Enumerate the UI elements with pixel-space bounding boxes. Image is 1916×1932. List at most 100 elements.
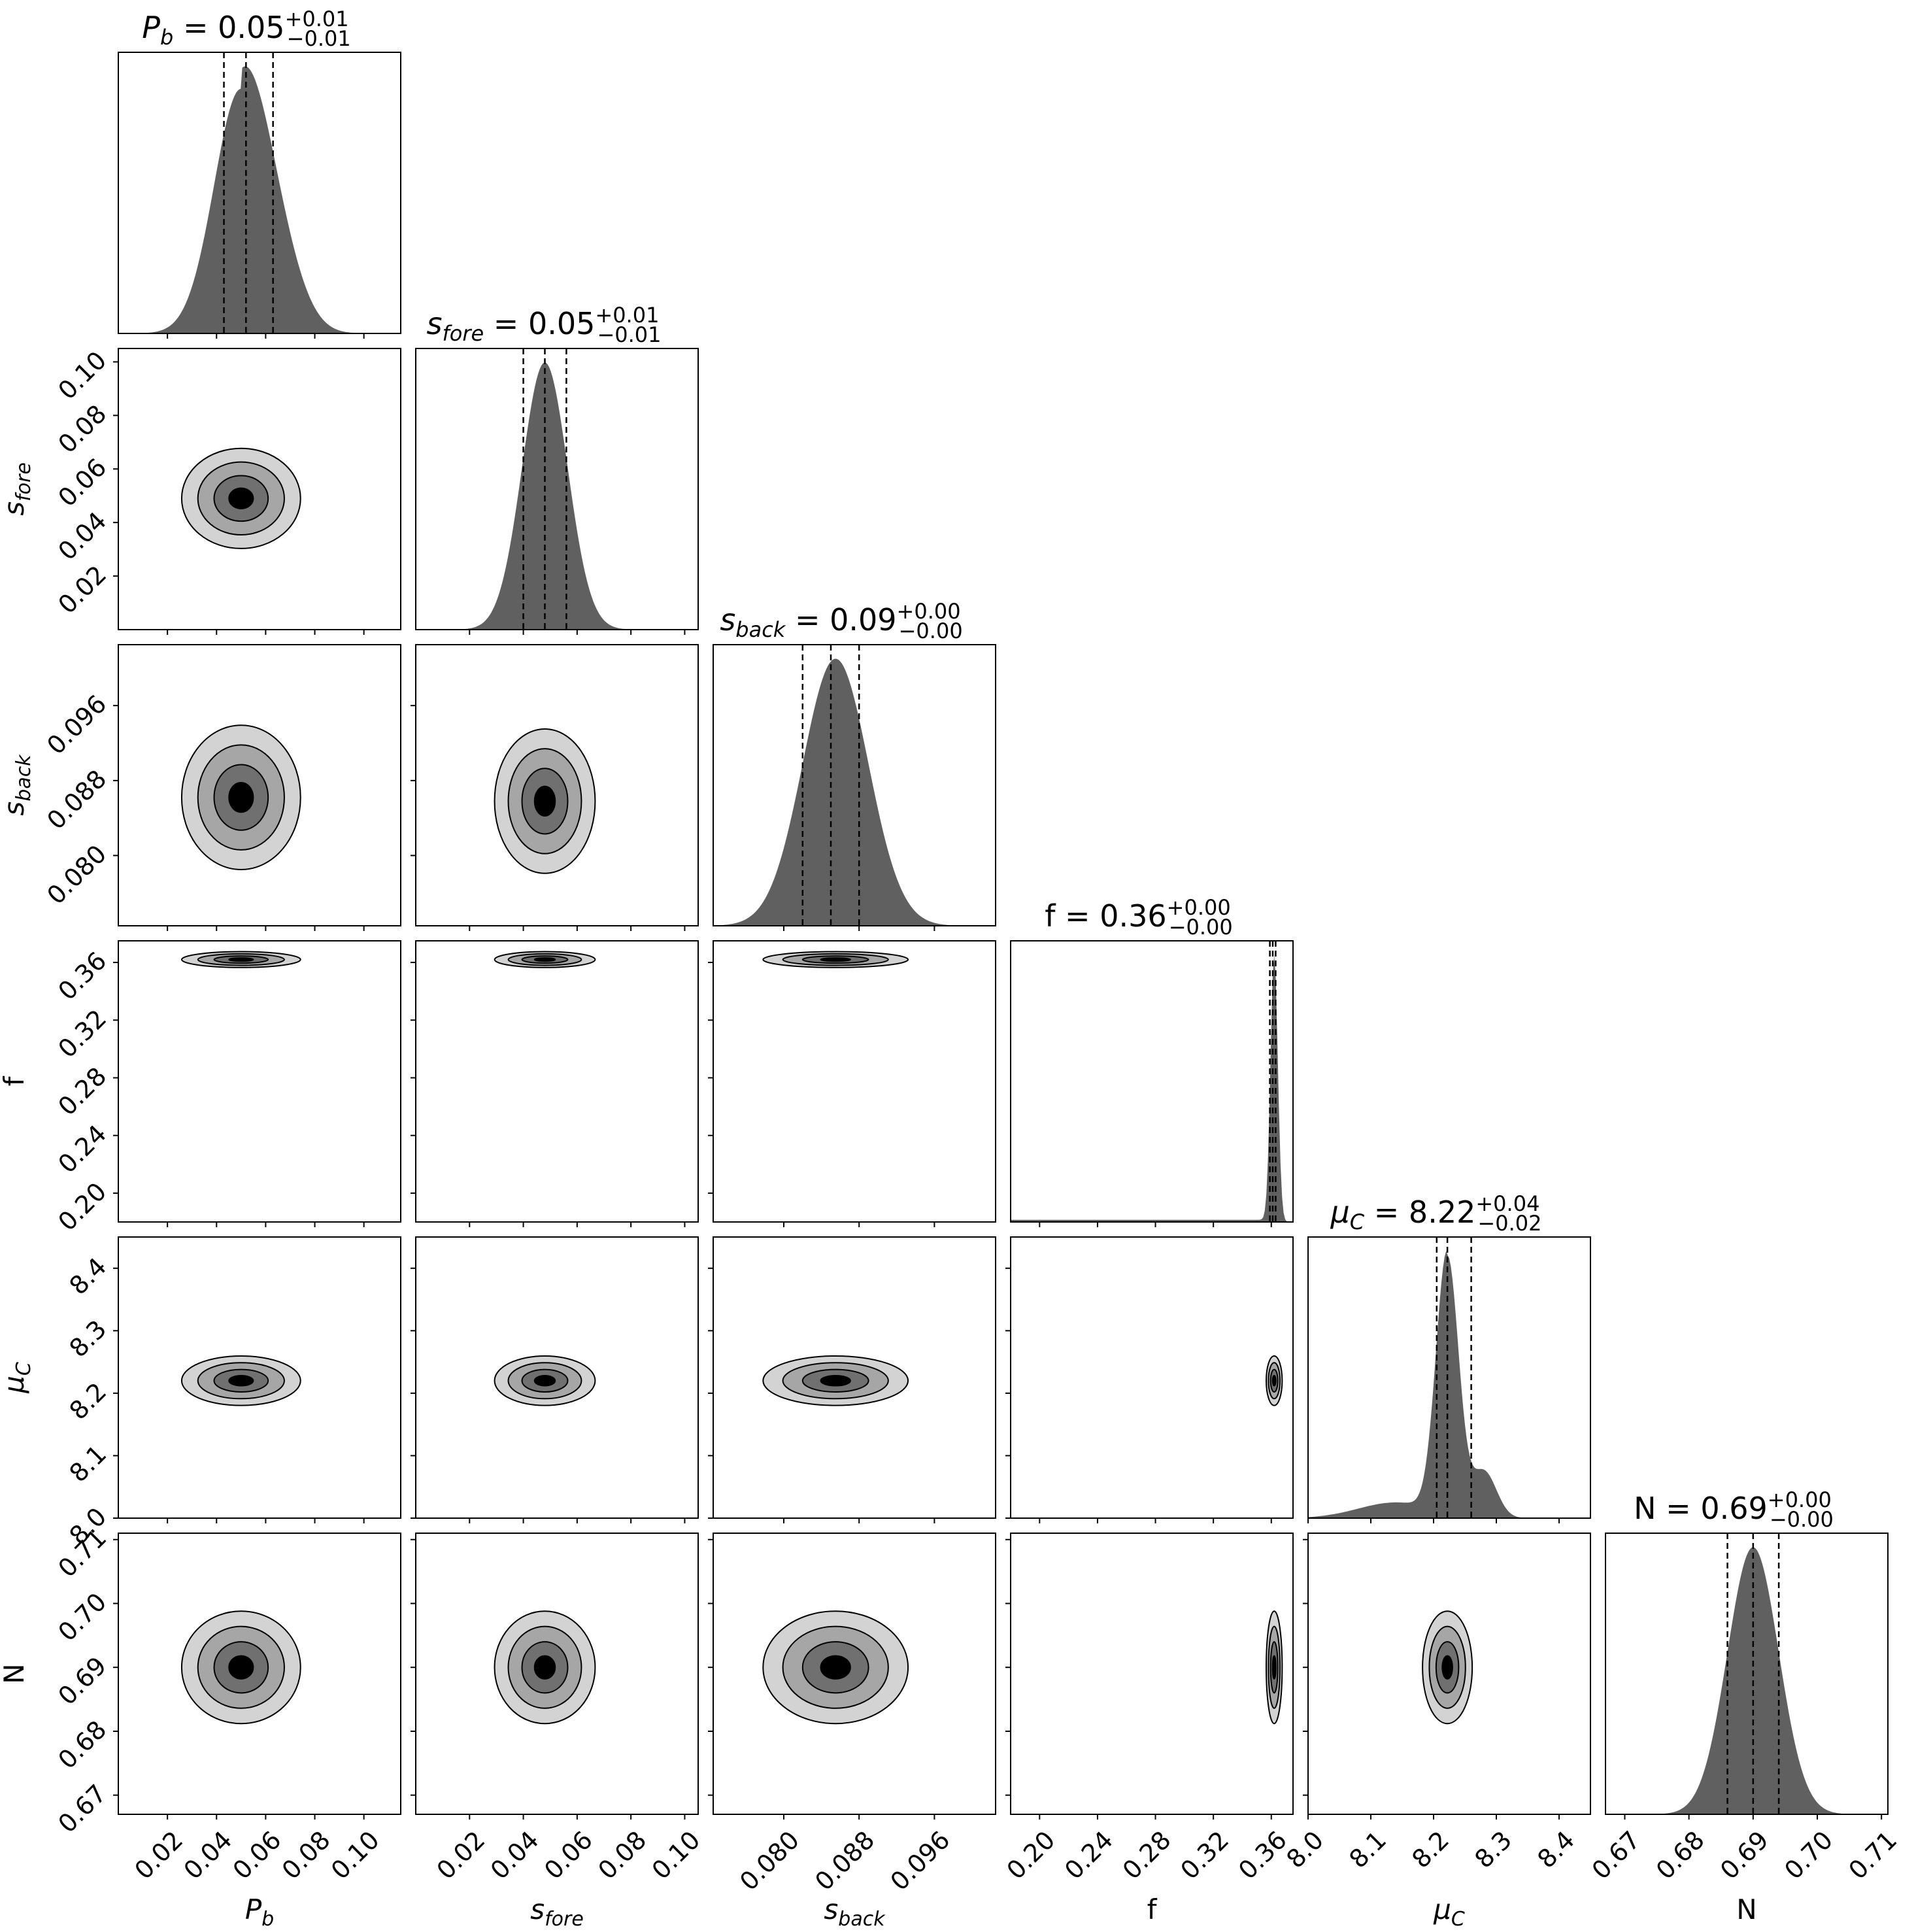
panel-Pb-vs-Pb bbox=[118, 52, 401, 339]
x-axis-label-muC: μC bbox=[1433, 1893, 1465, 1931]
x-tick-label-sfore: 0.06 bbox=[539, 1825, 598, 1885]
panel-f-vs-sback bbox=[708, 940, 996, 1227]
title-Pb: Pb = 0.05+0.01 −0.01 bbox=[142, 7, 350, 51]
x-tick-label-sback: 0.080 bbox=[734, 1825, 805, 1896]
panel-f-vs-sfore bbox=[411, 940, 699, 1227]
panel-frame bbox=[415, 644, 699, 926]
panel-frame bbox=[415, 1236, 699, 1519]
panel-frame bbox=[118, 52, 401, 334]
panel-muC-vs-sfore bbox=[411, 1236, 699, 1523]
x-axis-label-sfore: sfore bbox=[530, 1893, 584, 1931]
panel-frame bbox=[1010, 1533, 1294, 1815]
x-axis-label-f: f bbox=[1147, 1893, 1158, 1925]
panel-sback-vs-sback bbox=[713, 644, 996, 931]
panel-f-vs-f bbox=[1010, 940, 1294, 1227]
y-tick-label-N: 0.69 bbox=[52, 1651, 112, 1710]
x-tick-label-f: 0.32 bbox=[1175, 1825, 1234, 1885]
contour-level-3 bbox=[228, 957, 254, 962]
x-tick-label-N: 0.70 bbox=[1779, 1825, 1838, 1885]
title-muC: μC = 8.22+0.04 −0.02 bbox=[1330, 1191, 1542, 1236]
x-tick-label-Pb: 0.02 bbox=[129, 1825, 188, 1885]
panel-sfore-vs-Pb bbox=[113, 348, 401, 635]
x-tick-label-f: 0.20 bbox=[1001, 1825, 1061, 1885]
panel-frame bbox=[1307, 1533, 1591, 1815]
panel-frame bbox=[1010, 940, 1294, 1223]
contour-level-3 bbox=[228, 1655, 254, 1680]
panel-frame bbox=[118, 1533, 401, 1815]
y-tick-label-N: 0.70 bbox=[52, 1587, 112, 1647]
y-tick-label-N: 0.67 bbox=[52, 1779, 112, 1839]
panel-frame bbox=[713, 940, 996, 1223]
contour-level-3 bbox=[820, 1375, 851, 1387]
panel-N-vs-muC bbox=[1303, 1533, 1591, 1820]
y-axis-label-sfore: sfore bbox=[0, 462, 35, 516]
y-tick-label-sfore: 0.10 bbox=[52, 346, 112, 405]
contour-level-3 bbox=[1271, 1375, 1277, 1387]
panel-frame bbox=[415, 940, 699, 1223]
x-axis-label-Pb: Pb bbox=[245, 1893, 274, 1931]
y-tick-label-f: 0.32 bbox=[52, 1004, 112, 1064]
y-tick-label-sback: 0.096 bbox=[41, 689, 112, 760]
x-tick-label-N: 0.71 bbox=[1843, 1825, 1902, 1885]
panel-muC-vs-f bbox=[1005, 1236, 1294, 1523]
panel-muC-vs-sback bbox=[708, 1236, 996, 1523]
y-tick-label-sback: 0.088 bbox=[41, 764, 112, 835]
contour-level-3 bbox=[533, 1655, 556, 1680]
panel-muC-vs-muC bbox=[1307, 1236, 1591, 1523]
panel-f-vs-Pb bbox=[113, 940, 401, 1227]
contour-level-3 bbox=[228, 782, 254, 813]
panel-N-vs-Pb bbox=[113, 1533, 401, 1820]
x-tick-label-Pb: 0.10 bbox=[326, 1825, 385, 1885]
title-sback: sback = 0.09+0.00 −0.00 bbox=[720, 599, 962, 643]
panel-sfore-vs-sfore bbox=[415, 348, 699, 635]
panel-N-vs-f bbox=[1005, 1533, 1294, 1820]
x-tick-label-Pb: 0.04 bbox=[178, 1825, 237, 1885]
y-tick-label-muC: 8.3 bbox=[64, 1315, 112, 1363]
marginal-hist-N bbox=[1605, 1547, 1888, 1814]
panel-sback-vs-sfore bbox=[411, 644, 699, 931]
x-axis-label-N: N bbox=[1736, 1893, 1756, 1925]
x-tick-label-Pb: 0.06 bbox=[227, 1825, 287, 1885]
y-tick-label-sback: 0.080 bbox=[41, 839, 112, 910]
y-tick-label-N: 0.68 bbox=[52, 1715, 112, 1774]
x-tick-label-N: 0.69 bbox=[1715, 1825, 1774, 1885]
panel-N-vs-sback bbox=[708, 1533, 996, 1820]
contour-level-3 bbox=[533, 957, 556, 962]
y-tick-label-muC: 8.2 bbox=[64, 1377, 112, 1425]
contour-level-3 bbox=[533, 785, 556, 817]
contour-level-3 bbox=[533, 1375, 556, 1387]
title-sfore: sfore = 0.05+0.01 −0.01 bbox=[427, 303, 662, 347]
y-axis-label-N: N bbox=[0, 1663, 30, 1684]
marginal-hist-Pb bbox=[118, 66, 401, 333]
x-tick-label-sback: 0.096 bbox=[885, 1825, 956, 1896]
panel-muC-vs-Pb bbox=[113, 1236, 401, 1523]
x-tick-label-muC: 8.3 bbox=[1469, 1825, 1517, 1874]
x-tick-label-muC: 8.0 bbox=[1281, 1825, 1329, 1874]
y-axis-label-f: f bbox=[0, 1076, 30, 1086]
panel-N-vs-N bbox=[1605, 1533, 1889, 1820]
y-tick-label-N: 0.71 bbox=[52, 1523, 112, 1583]
panel-sback-vs-Pb bbox=[113, 644, 401, 931]
y-tick-label-f: 0.28 bbox=[52, 1062, 112, 1121]
marginal-hist-f bbox=[1011, 955, 1293, 1222]
panel-frame bbox=[415, 348, 699, 630]
x-axis-label-sback: sback bbox=[824, 1893, 886, 1931]
x-tick-label-sfore: 0.08 bbox=[592, 1825, 652, 1885]
y-tick-label-muC: 8.4 bbox=[64, 1252, 112, 1300]
contour-level-3 bbox=[1441, 1655, 1453, 1680]
marginal-hist-muC bbox=[1308, 1251, 1590, 1518]
x-tick-label-sfore: 0.02 bbox=[431, 1825, 491, 1885]
x-tick-label-Pb: 0.08 bbox=[277, 1825, 336, 1885]
y-tick-label-sfore: 0.08 bbox=[52, 399, 112, 459]
y-tick-label-f: 0.36 bbox=[52, 946, 112, 1006]
y-tick-label-f: 0.24 bbox=[52, 1119, 112, 1179]
x-tick-label-muC: 8.4 bbox=[1532, 1825, 1580, 1874]
contour-level-3 bbox=[820, 1655, 851, 1680]
x-tick-label-sfore: 0.04 bbox=[485, 1825, 545, 1885]
panel-frame bbox=[118, 940, 401, 1223]
x-tick-label-f: 0.24 bbox=[1059, 1825, 1118, 1885]
x-tick-label-muC: 8.2 bbox=[1406, 1825, 1454, 1874]
y-axis-label-sback: sback bbox=[0, 754, 35, 816]
panel-N-vs-sfore bbox=[411, 1533, 699, 1820]
